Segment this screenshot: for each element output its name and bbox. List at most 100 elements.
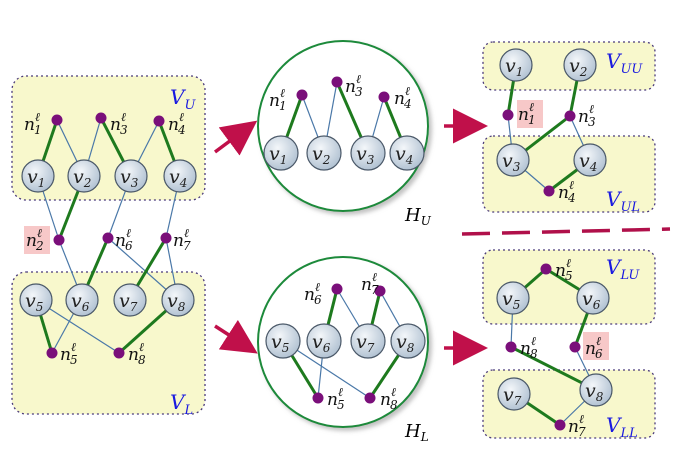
net-n8 — [113, 347, 125, 359]
net-n7 — [160, 232, 172, 244]
svg-text:v6: v6 — [582, 288, 601, 312]
svg-text:v1: v1 — [27, 166, 45, 190]
net-label-n1: nℓ 1 — [24, 110, 42, 137]
divider-dashed — [461, 227, 671, 236]
left-nets: nℓ 1 nℓ 3 nℓ 4 nℓ 2 nℓ 6 nℓ 7 nℓ 5 nℓ 8 — [24, 110, 191, 367]
net-n2 — [53, 234, 65, 246]
svg-text:v6: v6 — [71, 290, 90, 314]
hl-net-label-n7: nℓ 7 — [361, 270, 379, 297]
r-net-label-n7: nℓ 7 — [568, 412, 586, 439]
arrow-to-hu — [213, 120, 258, 156]
hu-net-label-n3: nℓ 3 — [345, 72, 363, 99]
svg-text:v7: v7 — [119, 290, 138, 314]
svg-text:v5: v5 — [502, 288, 520, 312]
svg-text:v8: v8 — [585, 380, 604, 404]
svg-text:v2: v2 — [312, 143, 330, 167]
net-n6 — [102, 232, 114, 244]
svg-text:v6: v6 — [312, 331, 331, 355]
label-vu: VU — [170, 85, 196, 113]
net-label-n6: nℓ 6 — [115, 226, 133, 253]
n2-highlight — [24, 226, 50, 254]
r-net-label-n8: nℓ 8 — [520, 334, 538, 361]
r-node-v3: v3 — [496, 143, 530, 177]
region-vu — [11, 75, 206, 201]
net-label-n4: nℓ 4 — [168, 110, 186, 137]
svg-text:v4: v4 — [579, 150, 597, 174]
svg-text:v1: v1 — [269, 143, 287, 167]
label-hl: HL — [404, 421, 429, 444]
svg-text:v4: v4 — [395, 143, 413, 167]
hu-net-label-n1: nℓ 1 — [269, 86, 287, 113]
svg-text:v8: v8 — [167, 290, 186, 314]
svg-text:v1: v1 — [505, 55, 523, 79]
region-vl — [11, 271, 206, 415]
svg-text:v5: v5 — [25, 290, 43, 314]
arrow-to-hl — [214, 319, 258, 354]
r-net-label-n3: nℓ 3 — [578, 102, 596, 129]
svg-text:v3: v3 — [502, 150, 521, 174]
net-n3 — [95, 112, 107, 124]
node-v1: v1 — [21, 159, 55, 193]
r-node-v2: v2 — [563, 48, 597, 82]
label-vul: VUL — [606, 187, 640, 215]
hypergraph-hl: v5 v6 v7 v8 nℓ 6 nℓ 7 nℓ 5 nℓ 8 HL — [257, 256, 429, 444]
hu-net-label-n4: nℓ 4 — [394, 84, 412, 111]
r-node-v1: v1 — [499, 48, 533, 82]
label-vll: VLL — [606, 413, 638, 441]
r-net-label-n4: nℓ 4 — [558, 178, 576, 205]
hl-net-label-n6: nℓ 6 — [304, 280, 322, 307]
node-v7: v7 — [113, 283, 147, 317]
svg-text:v3: v3 — [120, 166, 139, 190]
svg-text:v7: v7 — [503, 384, 522, 408]
left-panel: VU VL v1 — [11, 75, 206, 418]
hu-node-v2: v2 — [306, 135, 342, 171]
net-label-n3: nℓ 3 — [110, 110, 128, 137]
net-label-n2: nℓ 2 — [26, 226, 44, 253]
n6-highlight — [583, 332, 609, 360]
hl-net-label-n8: nℓ 8 — [380, 385, 398, 412]
node-v3: v3 — [114, 159, 148, 193]
net-n4 — [153, 115, 165, 127]
svg-text:v8: v8 — [396, 331, 415, 355]
n1-highlight — [517, 100, 543, 128]
r-net-label-n6: nℓ 6 — [585, 334, 603, 361]
node-v2: v2 — [67, 159, 101, 193]
svg-text:v3: v3 — [356, 143, 375, 167]
r-net-label-n5: nℓ 5 — [555, 256, 573, 283]
node-v5: v5 — [19, 283, 53, 317]
net-n5 — [46, 347, 58, 359]
left-nodes: v1 v2 v3 v4 v5 v6 v7 v8 — [19, 159, 197, 317]
right-lower-partition: VLU VLL v5 v6 v7 v8 nℓ 5 nℓ 8 nℓ 6 nℓ 7 — [482, 249, 656, 441]
svg-text:v4: v4 — [169, 166, 187, 190]
hl-node-v8: v8 — [390, 323, 426, 359]
hl-node-v5: v5 — [265, 323, 301, 359]
net-label-n5: nℓ 5 — [60, 340, 78, 367]
label-vl: VL — [170, 390, 193, 418]
svg-text:v2: v2 — [569, 55, 587, 79]
r-node-v4: v4 — [573, 143, 607, 177]
hl-net-label-n5: nℓ 5 — [327, 385, 345, 412]
right-upper-partition: VUU VUL v1 v2 v3 v4 nℓ 1 nℓ 3 nℓ 4 — [482, 41, 656, 215]
hu-node-v4: v4 — [389, 135, 425, 171]
hl-node-v7: v7 — [350, 323, 386, 359]
node-v8: v8 — [161, 283, 195, 317]
hu-node-v3: v3 — [350, 135, 386, 171]
svg-text:v5: v5 — [271, 331, 289, 355]
node-v6: v6 — [65, 283, 99, 317]
label-vlu: VLU — [606, 255, 640, 283]
r-node-v8: v8 — [579, 373, 613, 407]
net-label-n8: nℓ 8 — [128, 340, 146, 367]
svg-text:v7: v7 — [356, 331, 375, 355]
r-node-v7: v7 — [497, 377, 531, 411]
r-net-label-n1: nℓ 1 — [518, 100, 536, 127]
node-v4: v4 — [163, 159, 197, 193]
hl-node-v6: v6 — [306, 323, 342, 359]
net-label-n7: nℓ 7 — [173, 226, 191, 253]
label-vuu: VUU — [606, 49, 643, 77]
net-n1 — [51, 114, 63, 126]
hu-node-v1: v1 — [263, 135, 299, 171]
r-node-v5: v5 — [496, 281, 530, 315]
hypergraph-hu: v1 v2 v3 v4 nℓ 1 nℓ 3 nℓ 4 HU — [257, 40, 432, 228]
r-node-v6: v6 — [576, 281, 610, 315]
